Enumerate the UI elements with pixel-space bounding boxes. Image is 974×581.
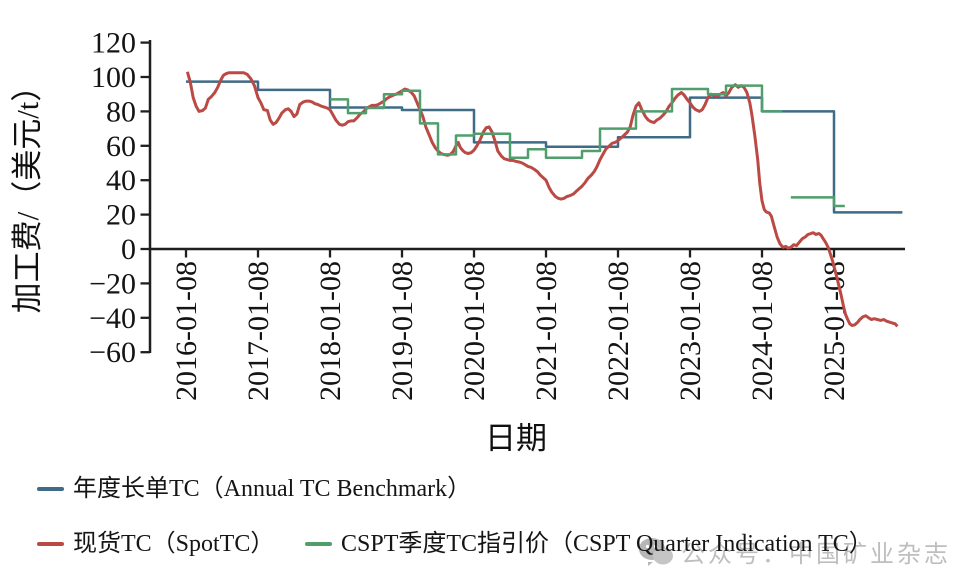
x-tick-label: 2017-01-08 (242, 261, 275, 401)
legend-label-cspt-tc: CSPT季度TC指引价（CSPT Quarter Indication TC） (341, 531, 873, 557)
x-tick-label: 2024-01-08 (746, 261, 779, 401)
legend-label-annual-tc: 年度长单TC（Annual TC Benchmark） (73, 476, 472, 502)
y-tick-label: 60 (106, 130, 136, 163)
legend-line-annual-tc (37, 487, 64, 491)
x-tick-label: 2019-01-08 (386, 261, 419, 401)
wechat-icon (638, 536, 674, 568)
y-tick-label: −40 (89, 302, 136, 335)
chart-series (185, 71, 903, 328)
y-tick-label: 100 (91, 61, 136, 94)
series-line-annual-tc (186, 80, 903, 214)
x-tick-label: 2025-01-08 (818, 261, 851, 401)
x-tick-label: 2020-01-08 (458, 261, 491, 401)
series-line-cspt-quarter-tc (790, 196, 845, 208)
x-tick-label: 2023-01-08 (674, 261, 707, 401)
watermark-text: 公众号：中国矿业杂志 (681, 542, 951, 568)
series-line-cspt-quarter-tc (330, 84, 783, 160)
x-tick-label: 2016-01-08 (170, 261, 203, 401)
series-line-spot-tc (185, 71, 899, 328)
legend-label-spot-tc: 现货TC（SpotTC） (73, 531, 275, 557)
legend-item-spot-tc: 现货TC（SpotTC） (37, 528, 274, 560)
legend-line-cspt-tc (305, 542, 332, 546)
y-tick-label: 40 (106, 164, 136, 197)
y-tick-label: −60 (89, 336, 136, 369)
y-tick-label: 0 (121, 233, 136, 266)
y-tick-label: 80 (106, 95, 136, 128)
y-tick-label: 20 (106, 199, 136, 232)
legend-item-annual-tc: 年度长单TC（Annual TC Benchmark） (37, 473, 471, 505)
x-tick-label: 2021-01-08 (530, 261, 563, 401)
legend-item-cspt-tc: CSPT季度TC指引价（CSPT Quarter Indication TC） (305, 528, 873, 560)
watermark: 公众号：中国矿业杂志 (638, 534, 951, 569)
axes (148, 40, 905, 353)
x-tick-label: 2022-01-08 (602, 261, 635, 401)
y-tick-label: −20 (89, 267, 136, 300)
y-tick-label: 120 (91, 27, 136, 60)
legend-line-spot-tc (37, 542, 64, 546)
y-axis-title: 加工费/（美元/t） (10, 71, 45, 314)
x-tick-label: 2018-01-08 (314, 261, 347, 401)
x-axis-title: 日期 (485, 421, 547, 456)
